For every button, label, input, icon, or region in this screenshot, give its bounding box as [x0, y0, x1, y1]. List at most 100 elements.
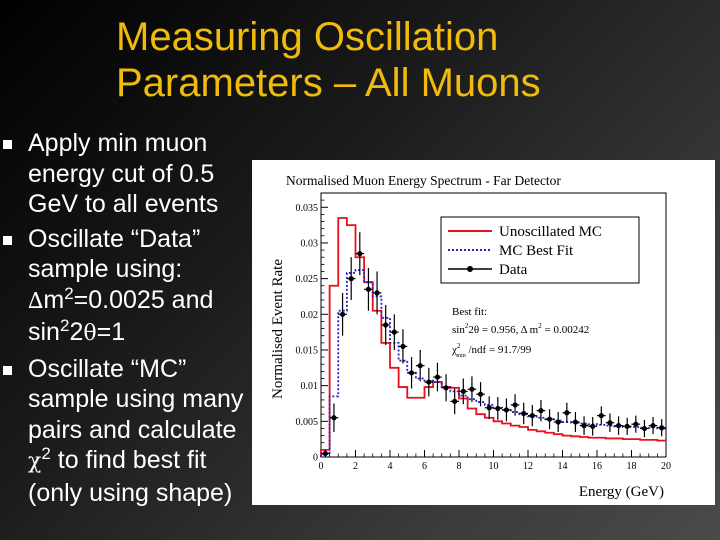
data-point [486, 405, 492, 411]
x-tick-label: 6 [422, 461, 427, 472]
bullet-text: Oscillate “MC” sample using many pairs a… [28, 354, 244, 444]
x-tick-label: 20 [661, 461, 671, 472]
data-point [572, 419, 579, 425]
delta-symbol: ∆ [28, 288, 44, 314]
legend-label-unoscillated: Unoscillated MC [499, 224, 602, 240]
y-tick-label: 0.035 [296, 203, 319, 214]
series-mc-best-fit [320, 269, 666, 457]
data-point [460, 388, 466, 394]
bullet-text-two: 2 [69, 318, 84, 346]
data-point [400, 343, 406, 350]
slide-title-line2: Parameters – All Muons [116, 61, 541, 105]
bullet-square-icon [3, 140, 12, 149]
data-point [339, 311, 346, 317]
bullet-item: Apply min muon energy cut of 0.5 GeV to … [0, 128, 260, 220]
data-point [546, 416, 553, 422]
bullet-text: Apply min muon energy cut of 0.5 GeV to … [28, 129, 219, 218]
x-axis-label: Energy (GeV) [579, 484, 664, 500]
data-point [443, 385, 449, 391]
y-tick-label: 0.025 [296, 274, 319, 285]
data-point [521, 410, 527, 417]
data-point [598, 413, 604, 419]
theta-symbol: θ [83, 321, 97, 346]
legend-label-best-fit: MC Best Fit [499, 243, 574, 259]
data-point [641, 425, 648, 432]
data-point [434, 374, 441, 380]
data-point [348, 276, 354, 282]
x-tick-label: 8 [457, 461, 462, 472]
x-tick-label: 2 [353, 461, 358, 472]
data-point [564, 410, 570, 416]
x-tick-label: 10 [489, 461, 499, 472]
plot-area: 0 2 4 6 8 10 12 14 16 18 20 0 0.005 0.01 0.015 0.02 0.02… [296, 192, 671, 472]
data-point [417, 363, 423, 369]
data-point [452, 398, 458, 404]
chart-title: Normalised Muon Energy Spectrum - Far De… [286, 173, 561, 188]
x-tick-label: 16 [592, 461, 602, 472]
data-point [374, 290, 380, 296]
data-point [555, 419, 561, 425]
superscript: 2 [41, 444, 51, 463]
data-point [503, 407, 510, 413]
y-tick-label: 0.01 [301, 381, 319, 392]
y-tick-label: 0.005 [296, 417, 319, 428]
bullet-text: Oscillate “Data” sample using: [28, 224, 201, 284]
energy-spectrum-chart: Normalised Muon Energy Spectrum - Far De… [270, 173, 671, 500]
data-point [357, 251, 363, 257]
bullet-text-eq: =1 [96, 318, 126, 346]
x-tick-label: 4 [388, 461, 393, 472]
data-point [607, 420, 613, 426]
x-tick-label: 12 [523, 461, 533, 472]
bullet-text-end: to find best fit (only using shape) [28, 446, 233, 507]
legend-label-data: Data [499, 262, 528, 278]
data-point [581, 423, 587, 429]
bullet-list: Apply min muon energy cut of 0.5 GeV to … [0, 128, 260, 508]
data-point [469, 386, 475, 392]
superscript: 2 [59, 316, 70, 335]
superscript: 2 [64, 283, 74, 303]
x-tick-label: 18 [627, 461, 637, 472]
data-point [538, 408, 544, 414]
data-point [512, 402, 518, 408]
legend-swatch-data-marker [467, 266, 473, 272]
slide-title: Measuring Oscillation Parameters – All M… [116, 14, 706, 106]
fit-info: Best fit: sin22θ = 0.956, Δ m2 = 0.00242… [451, 306, 589, 359]
y-tick-label: 0 [313, 453, 318, 464]
bullet-square-icon [3, 365, 12, 375]
y-tick-label: 0.03 [301, 238, 319, 249]
y-tick-label: 0.015 [296, 345, 319, 356]
slide-title-line1: Measuring Oscillation [116, 15, 499, 59]
bullet-item: Oscillate “Data” sample using: ∆m2=0.002… [0, 224, 260, 350]
data-point [408, 370, 415, 376]
data-point [590, 423, 596, 429]
data-point [650, 423, 656, 429]
bullet-item: Oscillate “MC” sample using many pairs a… [0, 354, 260, 509]
data-point [365, 286, 372, 292]
data-point [426, 379, 432, 385]
fit-info-line3: χ2 min /ndf = 91.7/99 [451, 342, 532, 359]
data-point [495, 405, 501, 412]
data-point [659, 425, 665, 431]
bullet-text-sin: sin [28, 318, 60, 346]
y-axis-label: Normalised Event Rate [270, 259, 286, 399]
data-point [322, 450, 328, 457]
y-tick-label: 0.02 [301, 310, 319, 321]
data-point [331, 415, 337, 421]
plot-panel: Normalised Muon Energy Spectrum - Far De… [252, 160, 715, 505]
data-point [624, 423, 630, 429]
chi-symbol: χ [28, 449, 42, 474]
x-tick-label: 14 [558, 461, 568, 472]
data-point [477, 391, 484, 397]
data-point [615, 423, 622, 429]
data-point [383, 322, 389, 328]
data-point [633, 421, 639, 427]
data-point [391, 329, 397, 335]
data-point [529, 413, 535, 419]
x-tick-label: 0 [319, 461, 324, 472]
bullet-square-icon [3, 235, 12, 245]
legend: Unoscillated MC MC Best Fit Data [440, 216, 640, 284]
fit-info-line2: sin22θ = 0.956, Δ m2 = 0.00242 [452, 322, 589, 336]
fit-info-line1: Best fit: [452, 306, 487, 318]
bullet-text-m: m [43, 285, 65, 314]
bullet-text-dm2: =0.0025 and [73, 285, 214, 314]
